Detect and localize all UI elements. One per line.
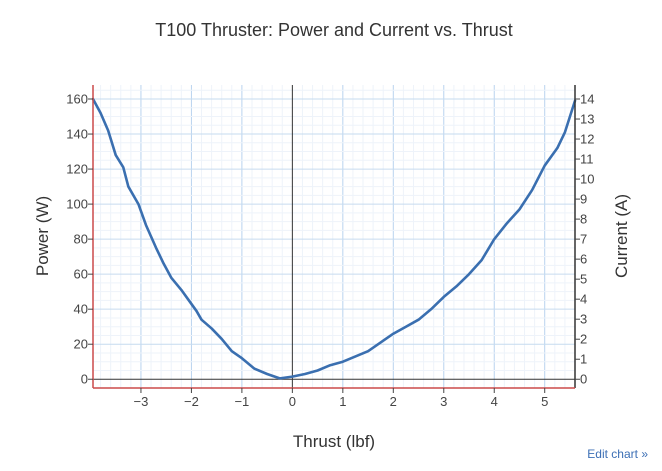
y-axis-title: Power (W) (33, 196, 52, 276)
y2-tick-label: 1 (580, 352, 587, 367)
y-tick-label: 160 (66, 92, 88, 107)
y2-tick-label: 11 (580, 152, 594, 167)
y-tick-label: 120 (66, 162, 88, 177)
y2-tick-label: 3 (580, 312, 587, 327)
y-tick-label: 60 (74, 267, 88, 282)
y2-tick-label: 12 (580, 132, 594, 147)
x-tick-label: 2 (390, 394, 397, 409)
y2-tick-label: 9 (580, 192, 587, 207)
x-tick-label: 5 (541, 394, 548, 409)
tick-layer: −3 −2 −1 0 1 2 3 4 50204060801001201401600123456… (66, 92, 594, 409)
series-line (91, 97, 577, 380)
chart-title: T100 Thruster: Power and Current vs. Thr… (155, 20, 513, 40)
y2-tick-label: 6 (580, 252, 587, 267)
y-tick-label: 140 (66, 127, 88, 142)
y-tick-label: 100 (66, 197, 88, 212)
frame-layer (92, 85, 576, 389)
x-tick-label: 3 (440, 394, 447, 409)
x-tick-label: −2 (184, 394, 199, 409)
x-tick-label: 0 (289, 394, 296, 409)
y2-tick-label: 4 (580, 292, 587, 307)
y2-tick-label: 10 (580, 172, 594, 187)
y-tick-label: 40 (74, 302, 88, 317)
x-axis-title: Thrust (lbf) (293, 432, 375, 451)
y2-tick-label: 8 (580, 212, 587, 227)
x-tick-label: −1 (234, 394, 249, 409)
y-tick-label: 80 (74, 232, 88, 247)
x-tick-label: −3 (134, 394, 149, 409)
y2-tick-label: 2 (580, 332, 587, 347)
edit-chart-link[interactable]: Edit chart » (587, 447, 648, 461)
y-tick-label: 20 (74, 337, 88, 352)
y2-tick-label: 13 (580, 112, 594, 127)
x-tick-label: 1 (339, 394, 346, 409)
y-tick-label: 0 (81, 372, 88, 387)
grid-layer (93, 85, 576, 388)
x-tick-label: 4 (491, 394, 498, 409)
y2-tick-label: 0 (580, 372, 587, 387)
series-layer (91, 97, 577, 380)
y2-tick-label: 14 (580, 92, 594, 107)
y2-axis-title: Current (A) (612, 194, 631, 278)
y2-tick-label: 5 (580, 272, 587, 287)
y2-tick-label: 7 (580, 232, 587, 247)
